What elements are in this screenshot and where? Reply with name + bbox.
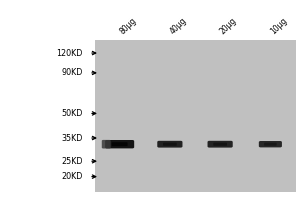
Text: 80μg: 80μg <box>118 16 138 36</box>
FancyBboxPatch shape <box>213 143 227 146</box>
Bar <box>94 40 296 192</box>
FancyBboxPatch shape <box>157 141 182 148</box>
Text: 120KD: 120KD <box>56 49 82 58</box>
FancyBboxPatch shape <box>105 140 134 148</box>
FancyBboxPatch shape <box>112 142 127 146</box>
FancyBboxPatch shape <box>259 141 282 147</box>
Text: 20μg: 20μg <box>219 16 239 36</box>
FancyBboxPatch shape <box>163 143 177 146</box>
FancyBboxPatch shape <box>102 140 111 148</box>
Text: 10μg: 10μg <box>269 16 289 36</box>
Text: 35KD: 35KD <box>61 134 82 143</box>
FancyBboxPatch shape <box>264 143 277 146</box>
Text: 50KD: 50KD <box>61 109 82 118</box>
Text: 90KD: 90KD <box>61 68 82 77</box>
Text: 20KD: 20KD <box>61 172 82 181</box>
Text: 25KD: 25KD <box>61 157 82 166</box>
Text: 40μg: 40μg <box>168 16 188 36</box>
FancyBboxPatch shape <box>208 141 233 148</box>
